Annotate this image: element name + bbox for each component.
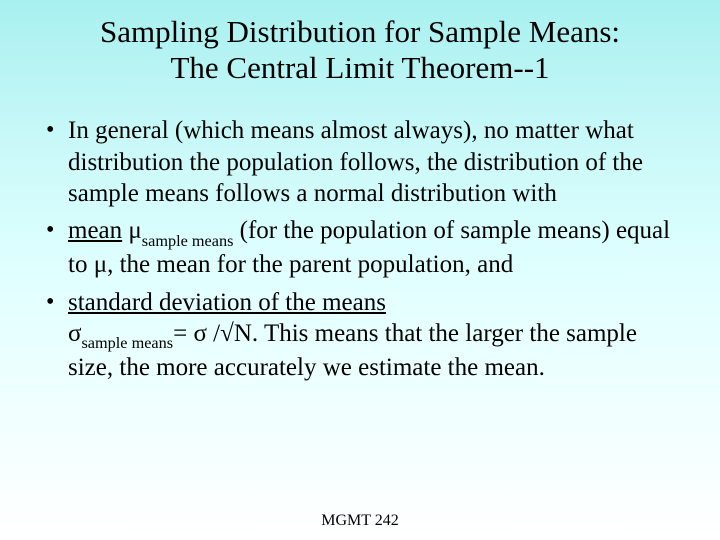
bullet-1-text: In general (which means almost always), …: [68, 117, 643, 207]
bullet-list: In general (which means almost always), …: [40, 115, 680, 383]
bullet-2-sym1: μ: [122, 217, 142, 244]
title-line-1: Sampling Distribution for Sample Means:: [100, 14, 620, 49]
bullet-3-underline: standard deviation of the means: [68, 289, 386, 316]
slide-title: Sampling Distribution for Sample Means: …: [0, 0, 720, 85]
bullet-3: standard deviation of the means σsample m…: [40, 287, 680, 384]
bullet-2: mean μsample means (for the population o…: [40, 215, 680, 281]
bullet-2-sub1: sample means: [142, 232, 234, 250]
footer-text: MGMT 242: [321, 512, 399, 529]
bullet-3-sub: sample means: [81, 334, 173, 352]
bullet-2-underline: mean: [68, 217, 122, 244]
bullet-1: In general (which means almost always), …: [40, 115, 680, 209]
bullet-3-sym: σ: [68, 320, 81, 347]
title-line-2: The Central Limit Theorem--1: [170, 50, 549, 85]
slide-body: In general (which means almost always), …: [0, 85, 720, 383]
slide-footer: MGMT 242: [0, 512, 720, 530]
